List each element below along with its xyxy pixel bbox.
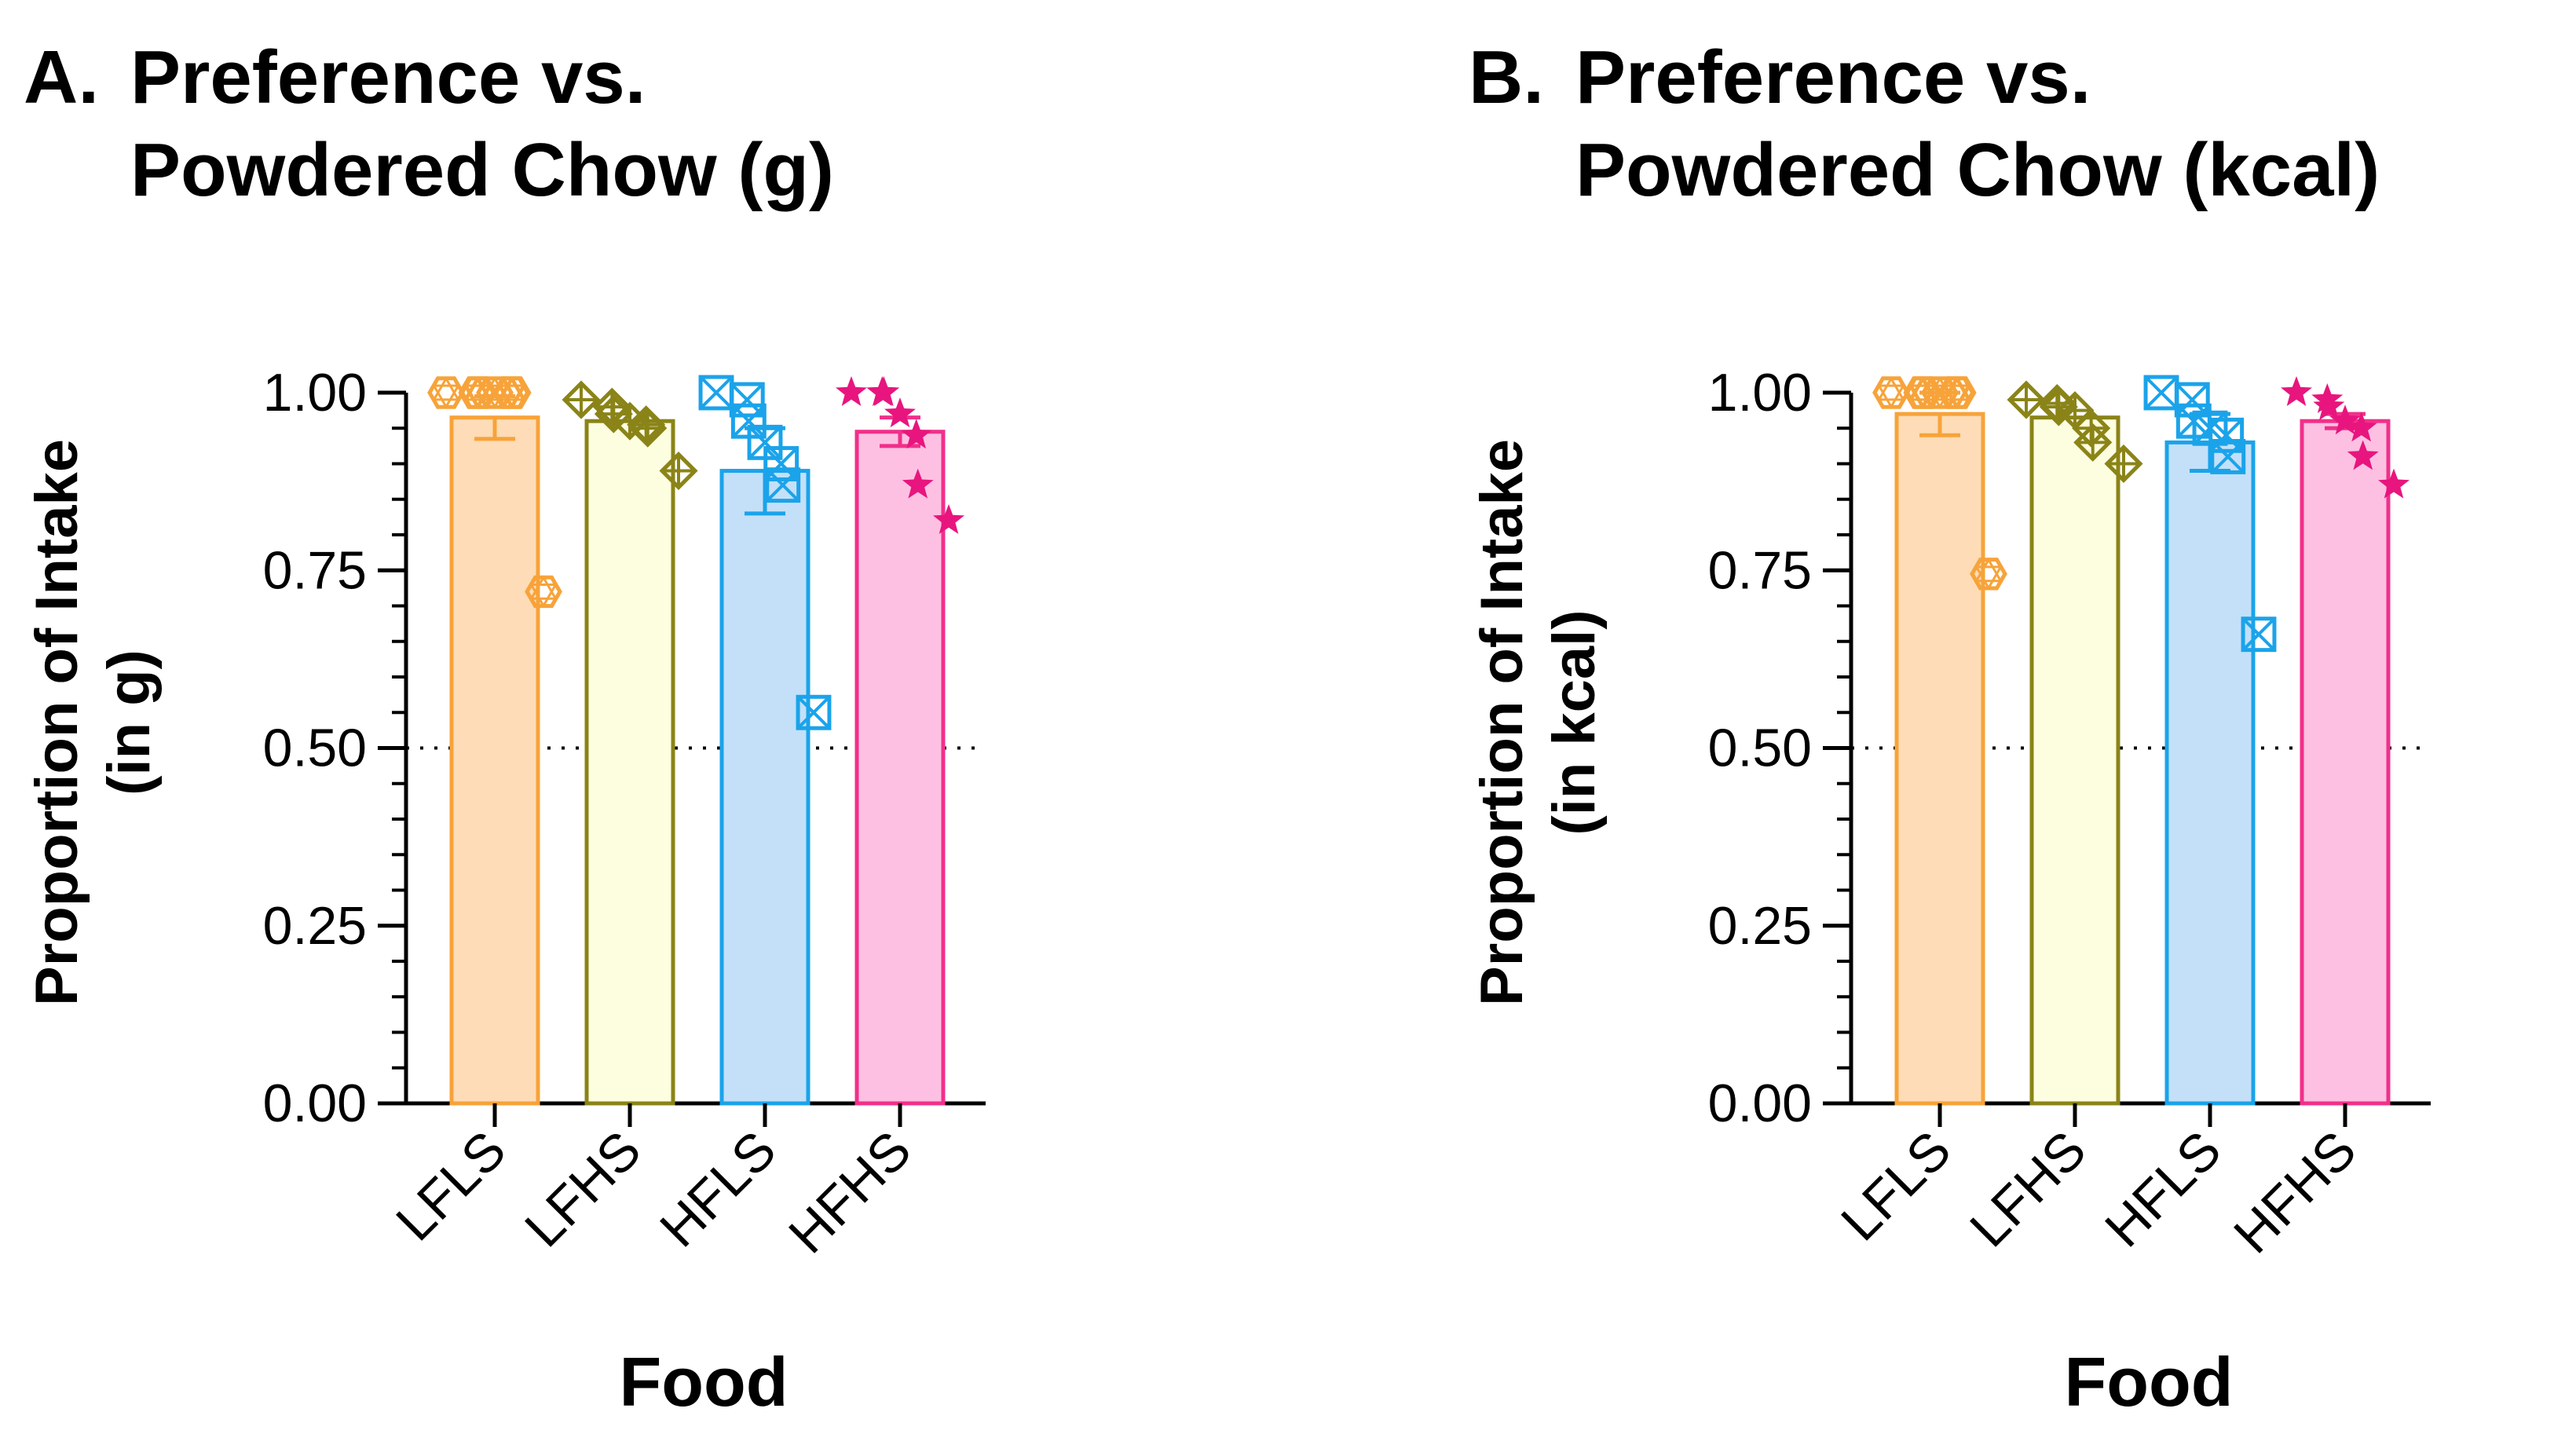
- x-tick-label: HFHS: [2223, 1120, 2368, 1265]
- bar-lfhs: [584, 419, 675, 1106]
- x-tick-label: LFHS: [1959, 1120, 2098, 1259]
- data-point-lfhs: [562, 380, 601, 419]
- x-tick-label: HFLS: [2094, 1120, 2233, 1259]
- y-tick-label: 0.00: [1708, 1074, 1812, 1133]
- x-tick-label: LFHS: [514, 1120, 653, 1259]
- data-point-lfhs: [628, 408, 668, 448]
- data-point-hfls: [796, 694, 832, 730]
- data-point-lfls: [427, 376, 465, 409]
- data-point-lfhs: [2007, 380, 2046, 419]
- title-line-1: Preference vs.: [1575, 35, 2091, 119]
- data-point-hfhs: [2378, 468, 2410, 499]
- data-point-lfhs: [2073, 423, 2113, 462]
- data-point-hfls: [2143, 375, 2179, 411]
- data-point-hfls: [765, 467, 801, 503]
- bar-lfls: [449, 415, 540, 1106]
- data-point-hfls: [747, 424, 783, 460]
- bar-lfhs: [2029, 415, 2120, 1106]
- data-point-hfls: [2210, 439, 2246, 474]
- x-tick-label: LFLS: [385, 1120, 518, 1253]
- data-point-hfls: [2241, 616, 2277, 653]
- data-point-lfls: [1938, 376, 1977, 409]
- bar-hfhs: [854, 430, 946, 1106]
- data-point-hfhs: [2345, 412, 2377, 442]
- y-label-line-1: Proportion of Intake: [1469, 439, 1535, 1006]
- bar-hfhs: [2300, 419, 2391, 1106]
- x-tick-label: HFHS: [778, 1120, 923, 1265]
- bar-hfls: [2164, 440, 2256, 1106]
- data-point-lfhs: [2104, 444, 2143, 484]
- data-point-hfhs: [2281, 376, 2312, 406]
- data-point-hfhs: [2347, 440, 2379, 470]
- panel-letter: A.: [24, 35, 99, 119]
- y-tick-label: 0.75: [263, 540, 367, 600]
- y-label-line-1: Proportion of Intake: [24, 439, 90, 1006]
- data-point-hfls: [698, 375, 734, 411]
- data-point-hfhs: [836, 376, 867, 406]
- panel-letter: B.: [1469, 35, 1544, 119]
- y-tick-label: 0.50: [263, 719, 367, 778]
- data-point-hfhs: [2313, 390, 2345, 421]
- y-tick-label: 0.00: [263, 1074, 367, 1133]
- x-tick-label: LFLS: [1830, 1120, 1963, 1253]
- y-tick-label: 0.25: [263, 896, 367, 956]
- title-line-2: Powdered Chow (kcal): [1575, 128, 2380, 212]
- data-point-hfhs: [900, 419, 932, 449]
- data-point-lfls: [1970, 557, 2007, 591]
- bar-hfls: [719, 469, 810, 1106]
- data-point-hfhs: [902, 468, 934, 499]
- data-point-lfls: [493, 376, 532, 409]
- data-point-lfls: [525, 575, 562, 609]
- data-point-lfls: [1872, 376, 1910, 409]
- title-line-1: Preference vs.: [130, 35, 646, 119]
- panel-a: A. Preference vs. Powdered Chow (g) 0.00…: [24, 35, 986, 1421]
- x-axis-label: Food: [2064, 1343, 2233, 1421]
- data-point-hfhs: [884, 397, 916, 428]
- panel-b: B. Preference vs. Powdered Chow (kcal) 0…: [1445, 0, 2576, 1434]
- y-tick-label: 0.50: [1708, 719, 1812, 778]
- title-line-2: Powdered Chow (g): [130, 128, 834, 212]
- data-point-lfhs: [659, 452, 698, 491]
- data-point-hfhs: [2329, 404, 2361, 435]
- y-tick-label: 1.00: [263, 363, 367, 423]
- y-axis-label: Proportion of Intake (in g): [24, 439, 163, 1006]
- y-label-line-2: (in kcal): [1541, 609, 1608, 835]
- y-tick-label: 0.25: [1708, 896, 1812, 956]
- y-label-line-2: (in g): [96, 649, 163, 796]
- x-tick-label: HFLS: [649, 1120, 788, 1259]
- y-axis-label: Proportion of Intake (in kcal): [1469, 439, 1608, 1006]
- x-axis-label: Food: [619, 1343, 788, 1421]
- y-tick-label: 0.75: [1708, 540, 1812, 600]
- data-point-hfhs: [868, 376, 900, 406]
- data-point-hfhs: [933, 503, 964, 534]
- y-tick-label: 1.00: [1708, 363, 1812, 423]
- bar-lfls: [1894, 412, 1985, 1106]
